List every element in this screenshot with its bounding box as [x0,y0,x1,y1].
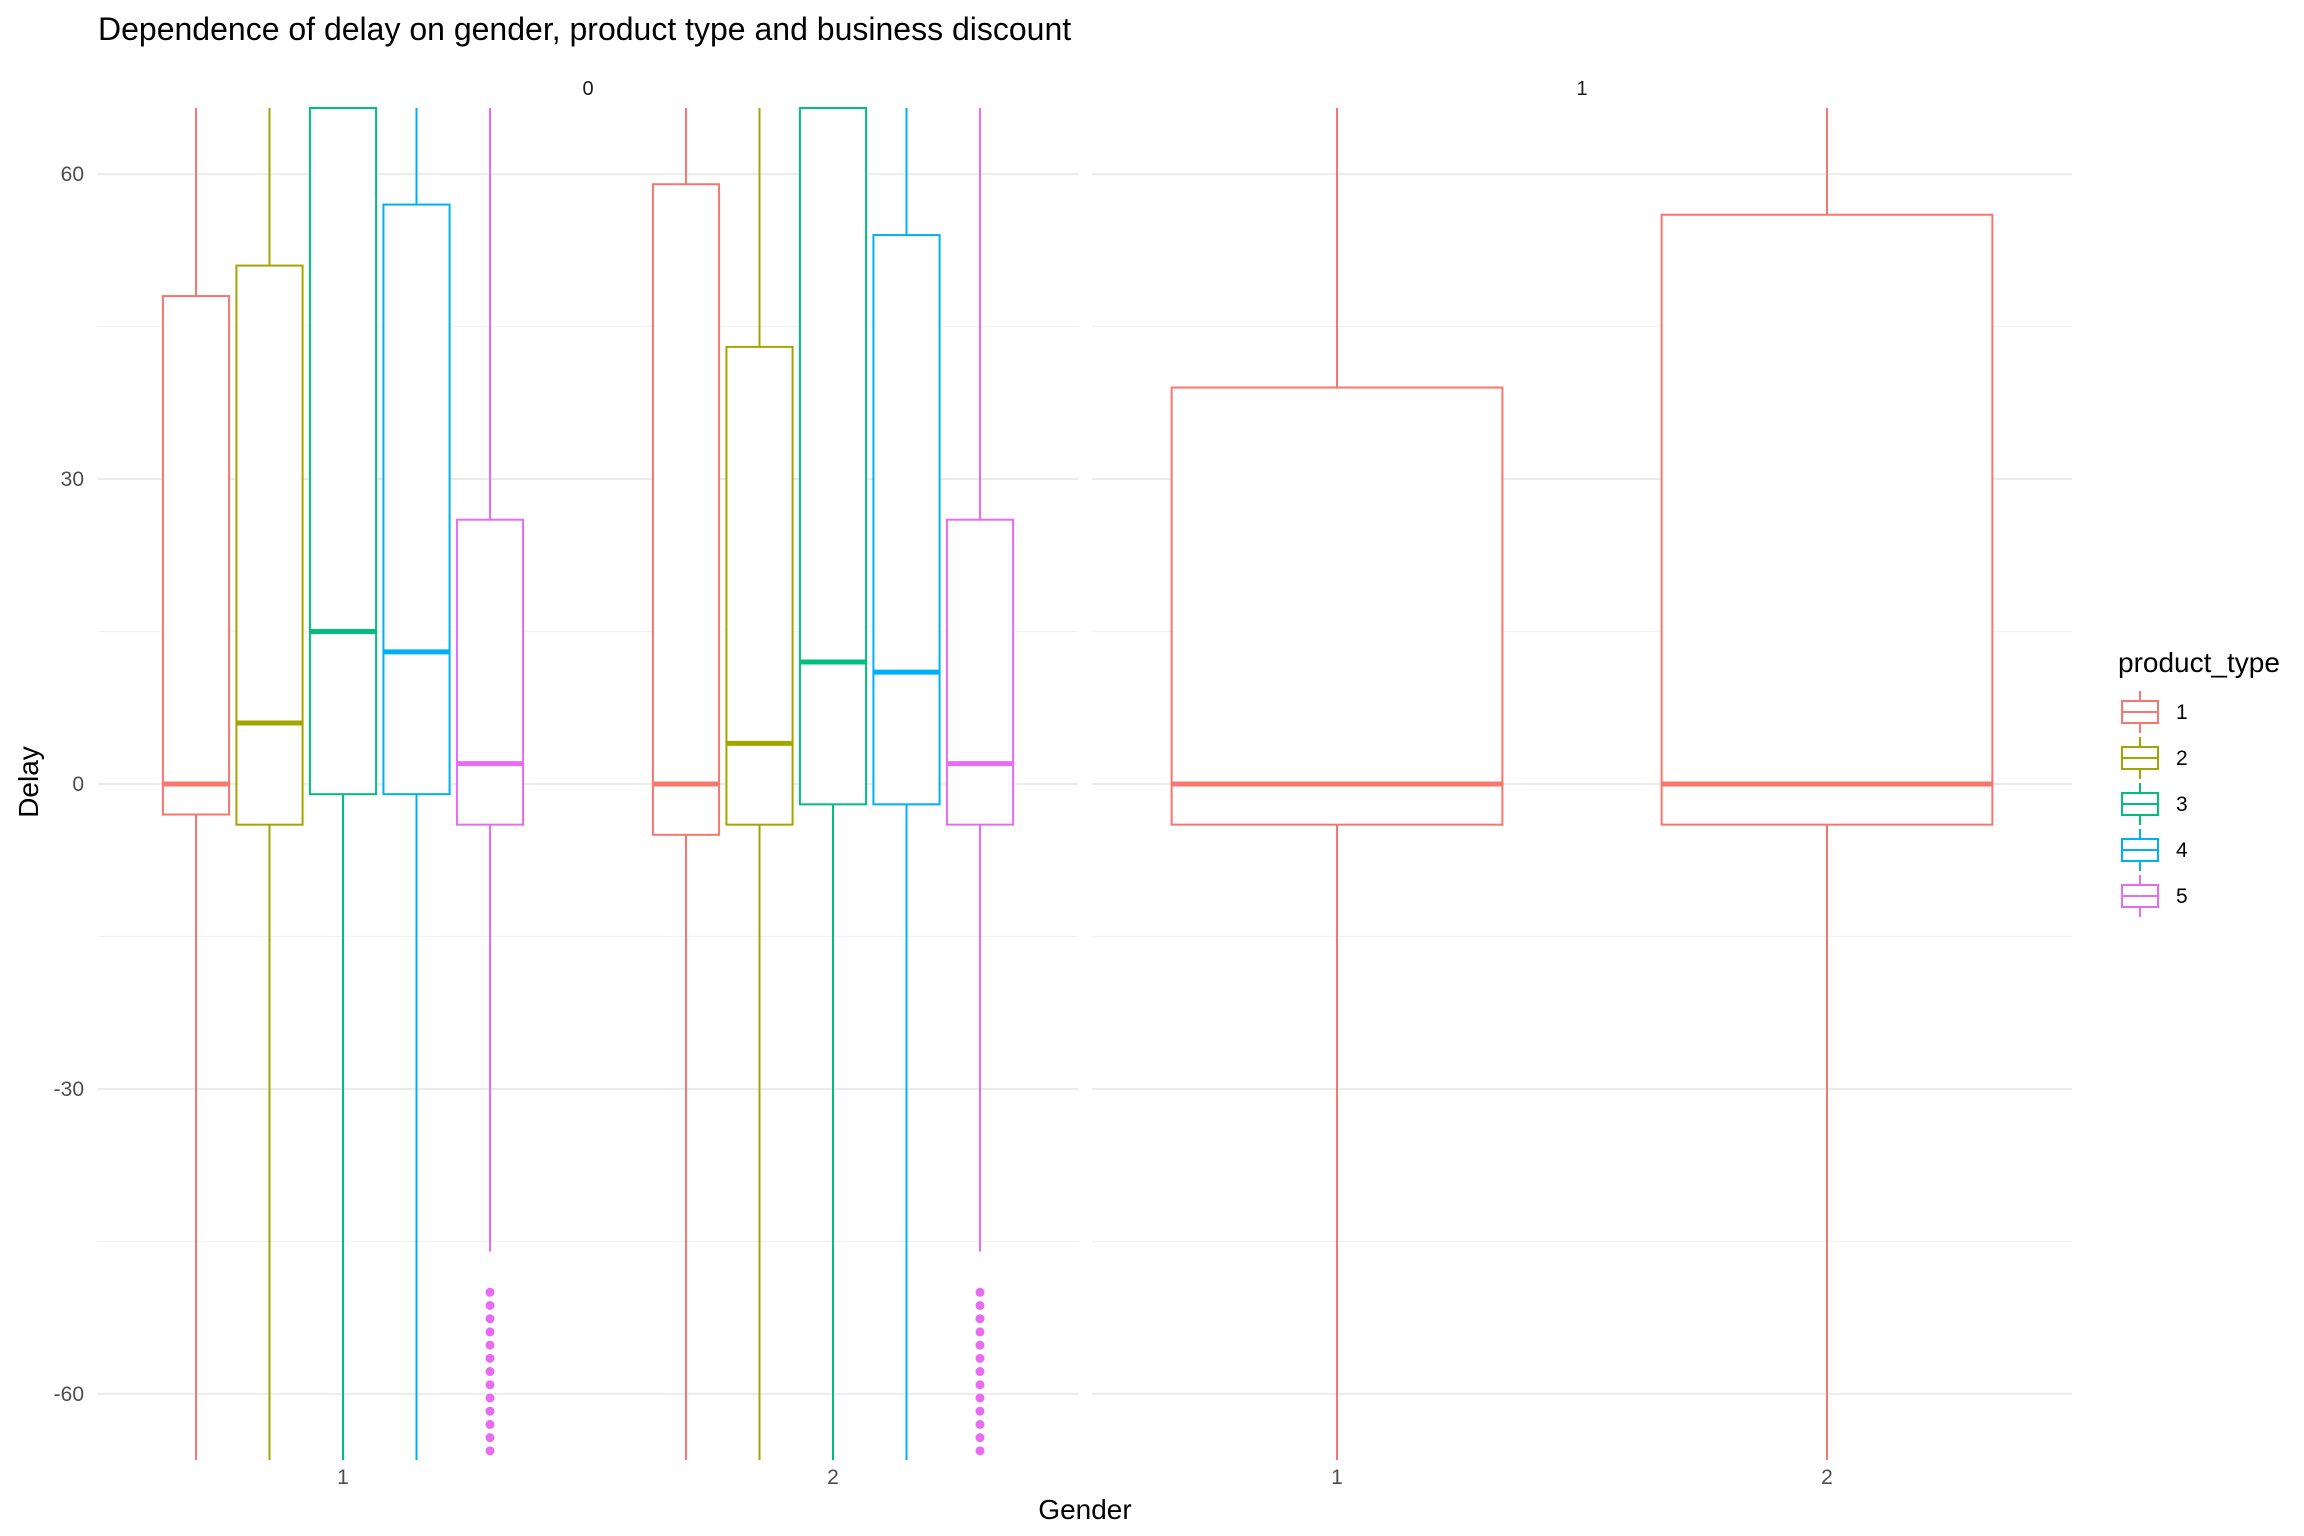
box-body [382,203,451,796]
chart-title: Dependence of delay on gender, product t… [98,11,1071,47]
outlier-point [975,1433,985,1443]
box-body [725,345,794,826]
box-body [161,295,231,816]
facet-panel-0: 0 1 2 [98,78,1078,1489]
legend-label: 5 [2176,885,2188,908]
outlier-point [485,1300,495,1310]
y-tick-label: 0 [72,773,84,796]
outlier-point [485,1340,495,1350]
outlier-point [975,1300,985,1310]
x-tick-label: 1 [337,1466,349,1489]
box-gender-1-type-1 [161,108,231,1460]
outlier-point [485,1433,495,1443]
outlier-point [975,1287,985,1297]
y-tick-label: 60 [61,163,84,186]
outlier-point [485,1287,495,1297]
outlier-point [485,1406,495,1416]
x-tick-label: 2 [827,1466,839,1489]
box-body [308,107,378,796]
outlier-point [485,1446,495,1456]
legend-entry-4: 4 [2121,829,2188,871]
outlier-point [975,1419,985,1429]
box-gender-1-type-5 [455,108,525,1456]
x-axis-title: Gender [1038,1494,1131,1525]
box-body [945,518,1015,826]
legend: product_type 1 2 3 4 5 [2118,647,2280,917]
outlier-point [485,1327,495,1337]
y-tick-label: 30 [61,468,84,491]
box-body [455,518,525,826]
outlier-point [975,1353,985,1363]
y-axis-title: Delay [13,746,44,818]
legend-entry-1: 1 [2121,691,2188,733]
outlier-point [485,1380,495,1390]
box-gender-1-type-4 [382,108,451,1460]
y-tick-label: -30 [54,1078,84,1101]
legend-label: 4 [2176,839,2188,862]
box-gender-2-type-4 [872,108,941,1460]
box-gender-2-type-3 [798,107,868,1460]
box-gender-1-type-3 [308,107,378,1460]
outlier-point [485,1419,495,1429]
facet-strip-label: 0 [582,78,593,100]
outlier-point [975,1446,985,1456]
box-gender-1-type-1 [1170,108,1504,1460]
box-gender-2-type-1 [1660,108,1994,1460]
outlier-point [975,1367,985,1377]
box-body [235,264,304,826]
legend-entry-5: 5 [2121,875,2188,917]
box-body [1660,213,1994,826]
box-gender-2-type-1 [651,108,721,1460]
outlier-point [485,1367,495,1377]
box-body [872,234,941,806]
box-gender-1-type-2 [235,108,304,1460]
outlier-point [485,1314,495,1324]
box-gender-2-type-5 [945,108,1015,1456]
legend-label: 2 [2176,747,2188,770]
outlier-point [975,1314,985,1324]
outlier-point [975,1406,985,1416]
facet-panels: 0 1 2 1 1 2 -60 -30 0 30 60 [54,78,2072,1489]
x-tick-label: 2 [1821,1466,1833,1489]
outlier-point [975,1340,985,1350]
outlier-point [975,1393,985,1403]
box-body [798,107,868,806]
legend-entry-3: 3 [2121,783,2188,825]
box-body [651,183,721,836]
legend-label: 1 [2176,701,2188,724]
legend-entry-2: 2 [2121,737,2188,779]
outlier-point [485,1353,495,1363]
legend-title: product_type [2118,647,2280,678]
outlier-point [975,1380,985,1390]
x-tick-label: 1 [1331,1466,1343,1489]
outlier-point [485,1393,495,1403]
facet-strip-label: 1 [1576,78,1587,100]
facet-panel-1: 1 1 2 [1092,78,2072,1489]
legend-label: 3 [2176,793,2188,816]
y-tick-label: -60 [54,1383,84,1406]
box-gender-2-type-2 [725,108,794,1460]
box-body [1170,386,1504,826]
outlier-point [975,1327,985,1337]
